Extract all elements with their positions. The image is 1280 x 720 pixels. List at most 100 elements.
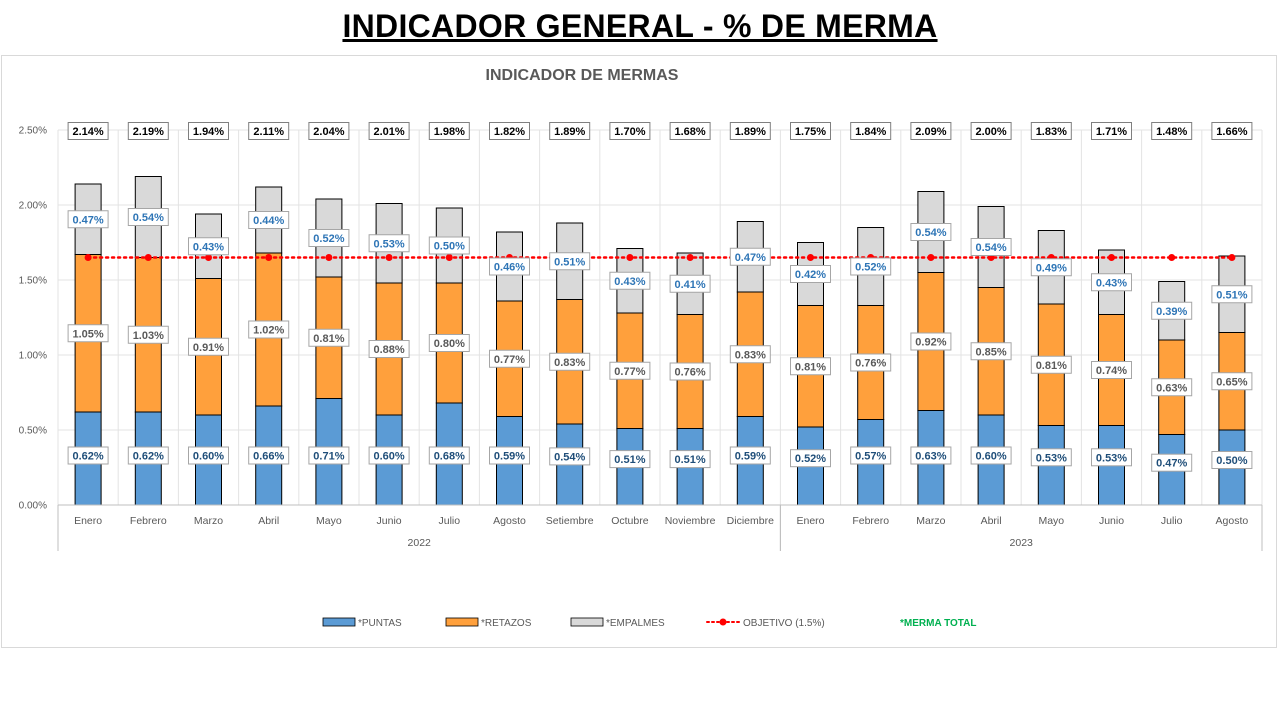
x-category-label: Enero xyxy=(796,515,824,527)
label-puntas: 0.51% xyxy=(614,454,645,466)
label-puntas-box xyxy=(489,446,530,465)
label-puntas: 0.59% xyxy=(735,451,766,463)
x-category-label: Agosto xyxy=(1216,515,1249,527)
legend-label-objetivo: OBJETIVO (1.5%) xyxy=(743,618,825,629)
x-category-label: Setiembre xyxy=(546,515,594,527)
label-total-box xyxy=(1151,122,1193,140)
label-puntas: 0.60% xyxy=(193,451,224,463)
label-retazos-box xyxy=(1211,372,1253,391)
legend-swatch-empalmes xyxy=(570,617,604,627)
label-total: 1.82% xyxy=(494,126,525,138)
label-puntas-box xyxy=(549,447,591,466)
label-puntas: 0.53% xyxy=(1096,452,1127,464)
label-retazos: 1.02% xyxy=(253,325,284,337)
label-total-box xyxy=(549,122,591,140)
x-category-label: Agosto xyxy=(493,515,526,527)
chart-title: INDICADOR DE MERMAS xyxy=(486,67,679,84)
label-empalmes-box xyxy=(970,238,1012,256)
label-total: 1.66% xyxy=(1216,126,1247,138)
label-puntas-box xyxy=(790,449,831,468)
label-empalmes-box xyxy=(1211,285,1253,304)
label-empalmes: 0.47% xyxy=(72,214,103,226)
x-category-label: Febrero xyxy=(852,515,889,527)
label-retazos: 0.76% xyxy=(674,367,705,379)
objective-point xyxy=(385,254,393,261)
objective-point xyxy=(1228,254,1236,261)
x-year-label: 2022 xyxy=(408,537,432,549)
label-puntas-box xyxy=(1030,448,1072,467)
label-empalmes: 0.52% xyxy=(313,233,344,245)
label-empalmes: 0.52% xyxy=(855,262,886,274)
label-empalmes: 0.54% xyxy=(133,212,164,224)
label-puntas-box xyxy=(368,446,410,465)
legend-label-retazos: *RETAZOS xyxy=(481,618,532,629)
legend: *PUNTAS *RETAZOS *EMPALMES OBJETIVO (1.5%) *… xyxy=(322,617,976,629)
label-total-box xyxy=(1030,122,1072,140)
x-category-label: Noviembre xyxy=(665,515,716,527)
label-empalmes-box xyxy=(188,237,229,256)
objective-point xyxy=(144,254,152,261)
label-retazos-box xyxy=(368,340,410,358)
label-total-box xyxy=(428,122,470,140)
label-total: 1.48% xyxy=(1156,126,1187,138)
objective-point xyxy=(325,254,333,261)
x-category-label: Abril xyxy=(981,515,1002,527)
label-empalmes-box xyxy=(669,274,711,293)
label-retazos: 0.74% xyxy=(1096,365,1127,377)
objective-point xyxy=(626,254,634,261)
label-puntas-box xyxy=(1151,453,1193,472)
label-total: 2.11% xyxy=(253,126,284,138)
label-total-box xyxy=(368,122,410,140)
x-category-label: Junio xyxy=(1099,515,1124,527)
label-retazos: 0.81% xyxy=(1036,360,1067,372)
label-total-box xyxy=(970,122,1012,140)
y-tick-label: 1.50% xyxy=(19,276,47,287)
x-category-label: Abril xyxy=(258,515,279,527)
label-puntas: 0.52% xyxy=(795,453,826,465)
label-empalmes: 0.50% xyxy=(434,241,465,253)
label-total-box xyxy=(308,122,350,140)
label-empalmes: 0.43% xyxy=(614,276,645,288)
label-empalmes-box xyxy=(127,208,169,226)
legend-label-merma-total: *MERMA TOTAL xyxy=(900,618,976,629)
label-total-box xyxy=(910,122,952,140)
label-empalmes-box xyxy=(1030,258,1072,277)
label-total-box xyxy=(489,122,530,140)
label-puntas: 0.62% xyxy=(72,451,103,463)
objective-point xyxy=(265,254,273,261)
label-puntas-box xyxy=(850,446,892,465)
label-total: 1.84% xyxy=(855,126,886,138)
label-retazos-box xyxy=(308,328,350,347)
label-total: 2.19% xyxy=(133,126,164,138)
label-retazos: 1.05% xyxy=(72,328,103,340)
objective-point xyxy=(84,254,92,261)
objective-point xyxy=(1168,254,1176,261)
label-retazos: 0.81% xyxy=(313,333,344,345)
label-empalmes-box xyxy=(67,210,109,229)
label-total: 1.70% xyxy=(614,126,645,138)
label-total: 1.89% xyxy=(554,126,585,138)
label-puntas-box xyxy=(67,446,109,465)
label-total: 2.04% xyxy=(313,126,344,138)
objective-point xyxy=(1108,254,1115,261)
x-category-label: Mayo xyxy=(1038,515,1064,527)
label-retazos-box xyxy=(790,357,831,376)
label-puntas: 0.53% xyxy=(1036,452,1067,464)
label-retazos: 0.83% xyxy=(735,349,766,361)
y-tick-label: 2.50% xyxy=(19,126,47,137)
label-total-box xyxy=(609,122,651,140)
label-empalmes: 0.39% xyxy=(1156,306,1187,318)
label-empalmes-box xyxy=(308,229,350,247)
label-puntas: 0.60% xyxy=(975,451,1006,463)
objective-point xyxy=(927,254,935,261)
label-retazos-box xyxy=(850,353,892,372)
y-axis: 0.00% 0.50% 1.00% 1.50% 2.00% 2.50% xyxy=(19,126,47,512)
label-puntas: 0.62% xyxy=(133,451,164,463)
label-total-box xyxy=(1091,122,1132,140)
label-total-box xyxy=(729,122,771,140)
label-empalmes: 0.41% xyxy=(674,279,705,291)
label-puntas: 0.54% xyxy=(554,451,585,463)
label-empalmes: 0.54% xyxy=(915,227,946,239)
label-empalmes: 0.43% xyxy=(1096,277,1127,289)
